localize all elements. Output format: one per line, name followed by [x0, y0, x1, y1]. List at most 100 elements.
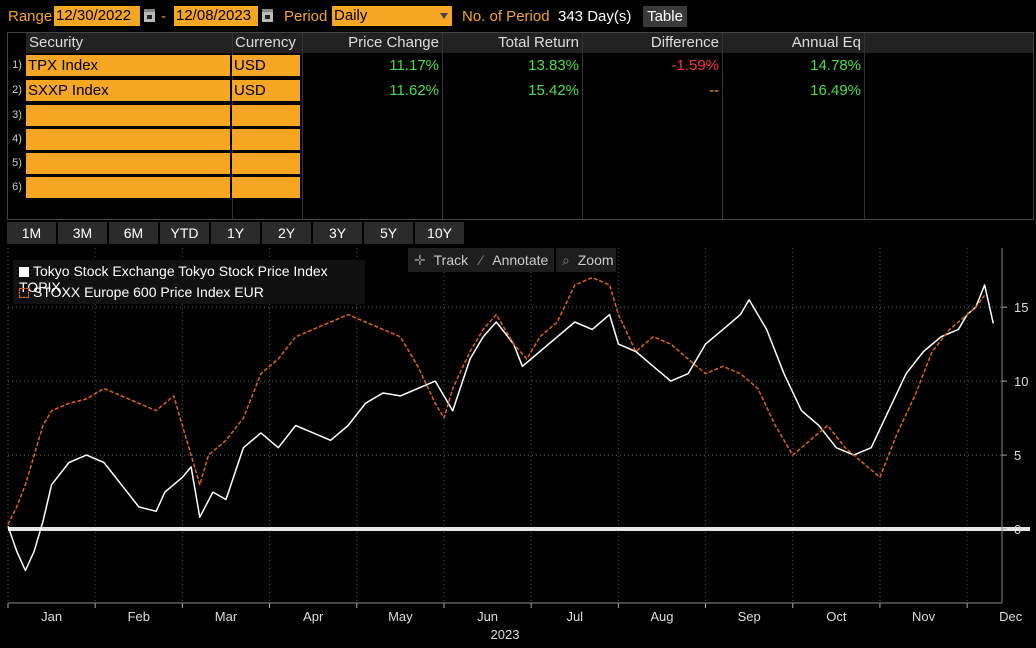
col-header-blank	[864, 33, 1033, 53]
legend-label: STOXX Europe 600 Price Index EUR	[33, 284, 264, 300]
timeframe-bar: 1M 3M 6M YTD 1Y 2Y 3Y 5Y 10Y	[7, 222, 467, 244]
range-label: Range	[8, 8, 53, 25]
col-header-annual-eq[interactable]: Annual Eq	[722, 33, 864, 53]
gridlines	[7, 248, 1002, 603]
currency-cell-empty[interactable]	[232, 153, 300, 174]
difference-cell: --	[709, 82, 719, 99]
currency-cell-empty[interactable]	[232, 129, 300, 150]
range-dash: -	[161, 8, 166, 25]
series-line-stoxx	[7, 276, 986, 525]
col-header-difference[interactable]: Difference	[582, 33, 722, 53]
series-line-topix	[7, 284, 995, 572]
tf-10y-button[interactable]: 10Y	[415, 222, 464, 244]
period-label: Period	[284, 8, 328, 25]
y-tick-label: 5	[1014, 448, 1021, 463]
security-cell[interactable]: SXXP Index	[26, 80, 230, 101]
col-divider	[582, 33, 583, 219]
x-tick-label: Dec	[999, 609, 1023, 624]
x-tick-label: Jun	[477, 609, 498, 624]
end-date-field[interactable]: 12/08/2023	[174, 6, 258, 26]
x-tick-label: Apr	[303, 609, 324, 624]
y-tick-label: 0	[1014, 522, 1021, 537]
legend-swatch-solid	[19, 267, 29, 277]
y-tick-label: 15	[1014, 300, 1028, 315]
annotate-label: Annotate	[492, 252, 549, 268]
x-year-label: 2023	[491, 627, 520, 642]
currency-cell-empty[interactable]	[232, 105, 300, 126]
y-tick-label: 10	[1014, 374, 1028, 389]
legend-swatch-dashed	[19, 288, 29, 298]
tf-6m-button[interactable]: 6M	[109, 222, 158, 244]
chevron-down-icon	[440, 13, 448, 19]
legend-label: Tokyo Stock Exchange Tokyo Stock Price I…	[19, 263, 328, 295]
x-tick-label: Jul	[566, 609, 583, 624]
col-divider	[302, 33, 303, 219]
track-button[interactable]: ✛ Track	[408, 248, 476, 272]
series-lines	[7, 276, 995, 572]
x-tick-label: Nov	[912, 609, 936, 624]
start-date-field[interactable]: 12/30/2022	[54, 6, 140, 26]
x-tick-label: Aug	[650, 609, 673, 624]
price-change-cell: 11.17%	[389, 57, 439, 74]
x-tick-label: Mar	[215, 609, 238, 624]
row-number: 6)	[12, 181, 22, 193]
tf-2y-button[interactable]: 2Y	[262, 222, 311, 244]
security-cell-empty[interactable]	[26, 153, 230, 174]
tf-1y-button[interactable]: 1Y	[211, 222, 260, 244]
period-select[interactable]: Daily	[332, 6, 452, 26]
tf-3m-button[interactable]: 3M	[58, 222, 107, 244]
zoom-button[interactable]: ⌕ Zoom	[556, 248, 616, 272]
range-toolbar: Range 12/30/2022 - 12/08/2023 Period Dai…	[0, 0, 1036, 32]
row-number: 1)	[12, 59, 22, 71]
col-header-currency[interactable]: Currency	[232, 33, 305, 53]
pencil-icon: ∕	[480, 252, 483, 268]
col-divider	[442, 33, 443, 219]
x-tick-label: Jan	[41, 609, 62, 624]
currency-cell[interactable]: USD	[232, 80, 300, 101]
col-header-total-return[interactable]: Total Return	[442, 33, 582, 53]
col-header-price-change[interactable]: Price Change	[302, 33, 442, 53]
annotate-button[interactable]: ∕ Annotate	[474, 248, 554, 272]
tf-3y-button[interactable]: 3Y	[313, 222, 362, 244]
security-cell-empty[interactable]	[26, 129, 230, 150]
difference-cell: -1.59%	[671, 57, 719, 74]
row-number: 2)	[12, 84, 22, 96]
legend-item-topix[interactable]: Tokyo Stock Exchange Tokyo Stock Price I…	[19, 263, 365, 295]
col-header-security[interactable]: Security	[26, 33, 235, 53]
tf-1m-button[interactable]: 1M	[7, 222, 56, 244]
num-periods-label: No. of Period	[462, 8, 550, 25]
annual-eq-cell: 14.78%	[810, 57, 861, 74]
total-return-cell: 13.83%	[528, 57, 579, 74]
col-divider	[864, 33, 865, 219]
start-calendar-icon[interactable]	[144, 9, 155, 22]
crosshair-icon: ✛	[414, 252, 426, 268]
tf-ytd-button[interactable]: YTD	[160, 222, 209, 244]
track-label: Track	[433, 252, 469, 268]
row-number: 5)	[12, 157, 22, 169]
x-tick-label: Feb	[128, 609, 150, 624]
axes: 0 5 10 15 Jan Feb Mar Apr May Jun Jul Aug Sep Oct Nov D…	[7, 248, 1028, 642]
tf-5y-button[interactable]: 5Y	[364, 222, 413, 244]
num-periods-value: 343 Day(s)	[558, 8, 632, 25]
row-number: 3)	[12, 109, 22, 121]
magnifier-icon: ⌕	[562, 252, 570, 268]
x-tick-label: May	[388, 609, 413, 624]
performance-chart[interactable]: 0 5 10 15 Jan Feb Mar Apr May Jun Jul Aug Sep Oct Nov D…	[0, 248, 1036, 646]
col-divider	[722, 33, 723, 219]
x-tick-label: Oct	[826, 609, 847, 624]
securities-table: Security Currency Price Change Total Ret…	[7, 32, 1034, 220]
row-number: 4)	[12, 133, 22, 145]
security-cell-empty[interactable]	[26, 177, 230, 198]
total-return-cell: 15.42%	[528, 82, 579, 99]
security-cell[interactable]: TPX Index	[26, 55, 230, 76]
table-button[interactable]: Table	[643, 6, 687, 27]
security-cell-empty[interactable]	[26, 105, 230, 126]
col-divider	[232, 33, 233, 219]
end-calendar-icon[interactable]	[262, 9, 273, 22]
currency-cell[interactable]: USD	[232, 55, 300, 76]
legend-item-stoxx[interactable]: STOXX Europe 600 Price Index EUR	[19, 284, 264, 300]
annual-eq-cell: 16.49%	[810, 82, 861, 99]
currency-cell-empty[interactable]	[232, 177, 300, 198]
x-tick-label: Sep	[738, 609, 761, 624]
zoom-label: Zoom	[577, 252, 614, 268]
